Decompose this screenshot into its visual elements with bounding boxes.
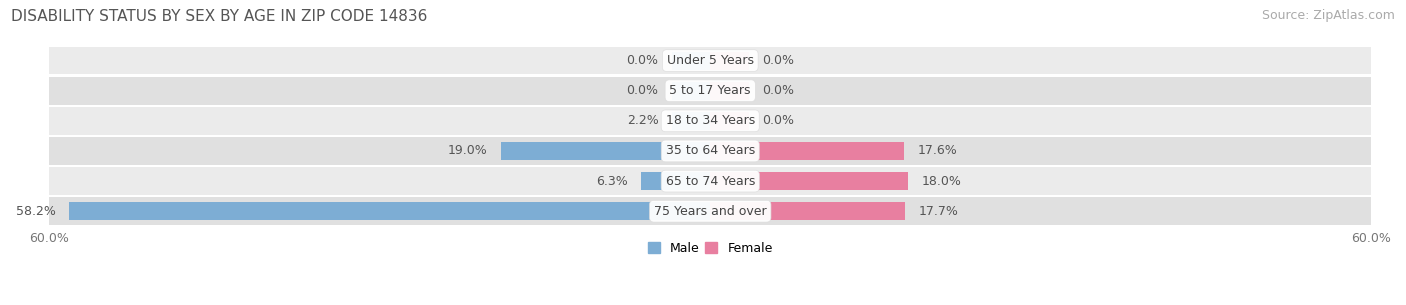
Text: Source: ZipAtlas.com: Source: ZipAtlas.com [1261, 9, 1395, 22]
Bar [641, 172, 710, 190]
Text: 0.0%: 0.0% [762, 84, 794, 97]
Bar [501, 142, 710, 160]
Bar [710, 142, 904, 160]
Bar [49, 167, 1371, 195]
Bar [49, 107, 1371, 135]
Bar [49, 137, 1371, 165]
Text: 18.0%: 18.0% [922, 174, 962, 188]
Text: 58.2%: 58.2% [15, 205, 56, 218]
Bar [49, 77, 1371, 105]
Text: DISABILITY STATUS BY SEX BY AGE IN ZIP CODE 14836: DISABILITY STATUS BY SEX BY AGE IN ZIP C… [11, 9, 427, 24]
Bar [49, 47, 1371, 74]
Text: 65 to 74 Years: 65 to 74 Years [665, 174, 755, 188]
Bar [672, 52, 710, 70]
Bar [49, 197, 1371, 225]
Legend: Male, Female: Male, Female [643, 237, 778, 260]
Text: 75 Years and over: 75 Years and over [654, 205, 766, 218]
Text: 2.2%: 2.2% [627, 114, 658, 127]
Text: 18 to 34 Years: 18 to 34 Years [665, 114, 755, 127]
Bar [710, 82, 749, 100]
Text: 19.0%: 19.0% [449, 145, 488, 157]
Text: 0.0%: 0.0% [762, 114, 794, 127]
Bar [672, 112, 710, 130]
Bar [710, 202, 905, 220]
Text: 5 to 17 Years: 5 to 17 Years [669, 84, 751, 97]
Text: 0.0%: 0.0% [627, 54, 658, 67]
Bar [672, 82, 710, 100]
Bar [69, 202, 710, 220]
Text: 0.0%: 0.0% [762, 54, 794, 67]
Bar [710, 52, 749, 70]
Text: 0.0%: 0.0% [627, 84, 658, 97]
Text: 17.6%: 17.6% [917, 145, 957, 157]
Text: 35 to 64 Years: 35 to 64 Years [665, 145, 755, 157]
Text: Under 5 Years: Under 5 Years [666, 54, 754, 67]
Bar [710, 172, 908, 190]
Bar [710, 112, 749, 130]
Text: 17.7%: 17.7% [918, 205, 959, 218]
Text: 6.3%: 6.3% [596, 174, 627, 188]
